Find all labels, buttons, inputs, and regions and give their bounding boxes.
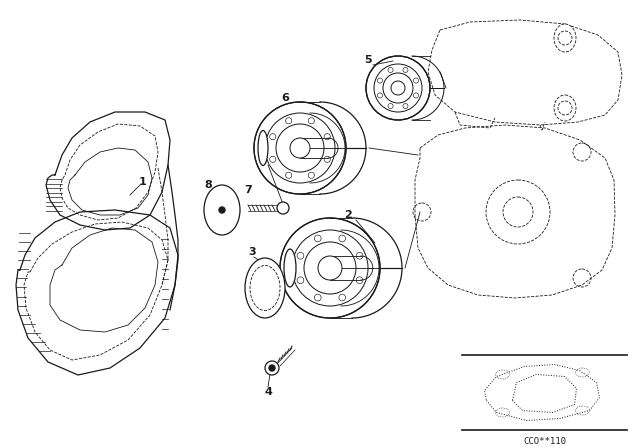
Text: 1: 1 bbox=[139, 177, 147, 187]
Text: 8: 8 bbox=[204, 180, 212, 190]
Circle shape bbox=[280, 218, 380, 318]
Text: 4: 4 bbox=[264, 387, 272, 397]
Circle shape bbox=[318, 256, 342, 280]
Circle shape bbox=[290, 138, 310, 158]
Circle shape bbox=[366, 56, 430, 120]
Circle shape bbox=[391, 81, 405, 95]
Circle shape bbox=[277, 202, 289, 214]
Text: 2: 2 bbox=[344, 210, 352, 220]
Ellipse shape bbox=[258, 130, 268, 165]
Ellipse shape bbox=[284, 249, 296, 287]
Ellipse shape bbox=[554, 24, 576, 52]
Circle shape bbox=[254, 102, 346, 194]
Text: CCO**110: CCO**110 bbox=[523, 438, 566, 447]
Circle shape bbox=[219, 207, 225, 213]
Text: 6: 6 bbox=[281, 93, 289, 103]
Text: 5: 5 bbox=[364, 55, 372, 65]
Text: 7: 7 bbox=[244, 185, 252, 195]
Ellipse shape bbox=[204, 185, 240, 235]
Text: 3: 3 bbox=[248, 247, 256, 257]
Ellipse shape bbox=[554, 95, 576, 121]
Circle shape bbox=[269, 365, 275, 371]
Circle shape bbox=[265, 361, 279, 375]
Ellipse shape bbox=[245, 258, 285, 318]
